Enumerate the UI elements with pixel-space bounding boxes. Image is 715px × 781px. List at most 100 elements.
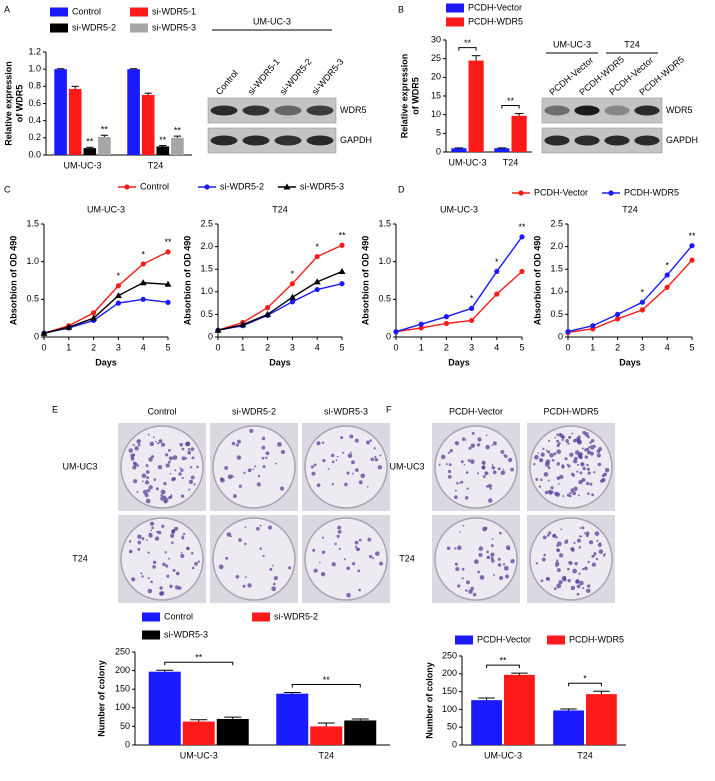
colony-dot <box>447 475 452 479</box>
colony-dot <box>181 535 184 538</box>
legend-swatch <box>142 630 160 640</box>
x-tick-label: 1 <box>240 342 245 352</box>
band <box>574 135 600 146</box>
colony-dot <box>569 452 574 457</box>
y-tick-label: 2.0 <box>200 241 213 251</box>
colony-dot <box>150 529 152 532</box>
significance: ** <box>101 125 109 135</box>
x-tick-label: UM-UC-3 <box>64 160 102 170</box>
colony-dot <box>346 471 350 475</box>
colony-dot <box>578 572 581 575</box>
colony-dot <box>172 455 178 460</box>
colony-dot <box>331 483 334 486</box>
colony-dot <box>500 449 505 454</box>
y-tick-label: 1.0 <box>550 286 563 296</box>
legend-swatch <box>446 17 464 27</box>
colony-dot <box>586 463 589 467</box>
y-axis-label: Absorbion of OD 490 <box>8 236 18 326</box>
colony-dot <box>180 494 185 498</box>
colony-dot <box>160 442 165 447</box>
colony-dot <box>545 449 548 452</box>
colony-dot <box>375 551 380 556</box>
colony-dot <box>465 471 469 474</box>
colony-dot <box>574 561 578 566</box>
colony-dot <box>543 472 549 477</box>
y-tick-label: 0 <box>558 331 563 341</box>
legend-swatch <box>455 635 473 645</box>
bar <box>216 718 249 745</box>
colony-dot <box>342 451 345 454</box>
y-tick-label: 250 <box>442 650 457 660</box>
significance: * <box>315 242 319 252</box>
colony-dot <box>573 541 576 544</box>
row-label: T24 <box>399 553 415 563</box>
colony-dot <box>487 483 493 489</box>
colony-dot <box>350 451 352 454</box>
x-tick-label: 1 <box>590 342 595 352</box>
colony-dot <box>185 441 190 447</box>
colony-dot <box>242 584 246 588</box>
colony-dot <box>460 480 464 484</box>
marker <box>664 272 670 278</box>
colony-dot <box>136 490 139 493</box>
colony-dot <box>338 547 341 551</box>
colony-dot <box>454 441 460 446</box>
colony-dot <box>598 447 603 452</box>
y-tick-label: 150 <box>115 684 130 694</box>
colony-dot <box>268 525 273 530</box>
colony-dot <box>587 584 591 588</box>
colony-dot <box>554 436 557 439</box>
colony-dot <box>470 459 475 464</box>
y-tick-label: 0 <box>436 146 441 156</box>
x-tick-label: T24 <box>318 750 334 760</box>
significance-bracket <box>501 105 520 109</box>
colony-dot <box>579 527 582 529</box>
dish <box>212 425 296 509</box>
legend-swatch <box>130 7 148 17</box>
marker <box>91 310 97 316</box>
colony-dot <box>547 479 550 482</box>
y-tick-label: 0.4 <box>28 115 41 125</box>
y-tick-label: 1.5 <box>378 218 391 228</box>
colony-dot <box>455 566 460 572</box>
significance: ** <box>195 653 203 663</box>
colony-dot <box>158 439 163 444</box>
band <box>242 105 270 116</box>
marker <box>289 281 295 287</box>
band <box>574 105 600 116</box>
colony-dot <box>159 586 163 590</box>
colony-dot <box>340 436 344 440</box>
x-tick-label: UM-UC-3 <box>180 750 218 760</box>
colony-dot <box>558 442 561 445</box>
panel-label: B <box>398 4 404 14</box>
colony-dot <box>497 467 501 471</box>
colony-dot <box>149 521 155 526</box>
colony-dot <box>457 584 461 588</box>
colony-dot <box>231 475 234 478</box>
colony-dot <box>197 560 200 563</box>
colony-dot <box>575 579 580 584</box>
x-tick-label: 0 <box>393 342 398 352</box>
y-tick-label: 10 <box>431 109 441 119</box>
colony-dot <box>591 562 596 567</box>
blot-header: UM-UC-3 <box>253 16 291 26</box>
colony-dot <box>344 482 348 487</box>
colony-dot <box>188 488 191 491</box>
y-tick-label: 100 <box>115 702 130 712</box>
colony-dot <box>165 564 169 568</box>
colony-dot <box>159 591 164 596</box>
x-axis-label: Days <box>448 357 470 367</box>
colony-dot <box>593 552 597 556</box>
colony-dot <box>152 565 156 569</box>
y-tick-label: 1.0 <box>200 286 213 296</box>
colony-dot <box>492 441 497 446</box>
colony-dot <box>331 562 336 567</box>
y-tick-label: 20 <box>431 72 441 82</box>
y-tick-label: 0 <box>125 739 130 749</box>
colony-dot <box>147 551 150 554</box>
bar <box>586 694 617 745</box>
colony-dot <box>540 579 544 583</box>
colony-dot <box>577 538 581 543</box>
marker <box>494 291 500 297</box>
lane-label: si-WDR5-3 <box>310 57 346 97</box>
